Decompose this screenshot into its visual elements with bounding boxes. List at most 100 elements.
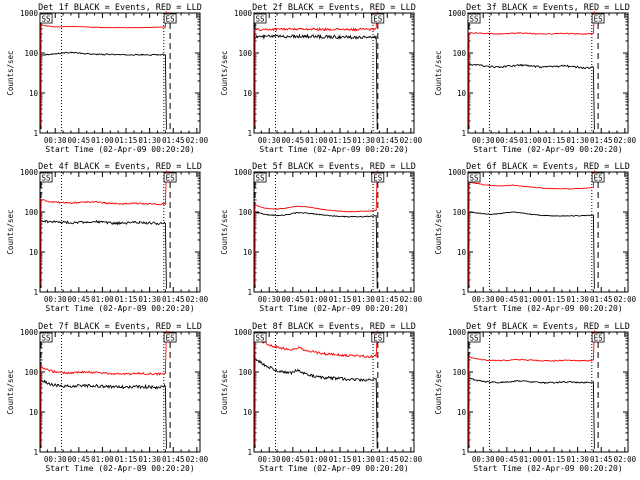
y-tick-label: 1000: [234, 328, 253, 337]
lld-series-line: [254, 330, 378, 445]
x-tick-label: 01:15: [329, 295, 352, 304]
x-tick-label: 01:00: [519, 295, 542, 304]
x-tick-label: 01:30: [352, 136, 375, 145]
event-marker-box: [163, 172, 177, 183]
y-axis-label: Counts/sec: [434, 50, 443, 95]
chart-panel: Det 5f BLACK = Events, RED = LLD 1 10 100 10…: [220, 162, 423, 313]
y-axis-label: Counts/sec: [220, 369, 229, 414]
y-tick-label: 10: [29, 248, 39, 257]
y-tick-label: 100: [24, 368, 38, 377]
x-tick-label: 00:30: [44, 295, 67, 304]
plot-frame: [39, 12, 201, 134]
event-marker-label: ES: [594, 15, 604, 24]
y-tick-label: 100: [24, 208, 38, 217]
event-marker-label: SS: [470, 15, 480, 24]
events-series-line: [40, 219, 167, 289]
y-tick-label: 10: [457, 248, 467, 257]
x-axis-label: Start Time (02-Apr-09 00:20:20): [45, 145, 194, 154]
event-marker-label: SS: [42, 174, 52, 183]
chart-title: Det 4f BLACK = Events, RED = LLD: [38, 162, 202, 172]
chart-title: Det 1f BLACK = Events, RED = LLD: [38, 3, 202, 13]
event-marker-box: [39, 13, 53, 24]
plot-frame: [39, 171, 201, 293]
y-axis-label: Counts/sec: [6, 209, 15, 254]
x-tick-label: 02:00: [186, 136, 209, 145]
chart-panel: Det 8f BLACK = Events, RED = LLD 1 10 100 10…: [220, 322, 423, 473]
x-tick-label: 01:45: [590, 295, 613, 304]
x-tick-label: 02:00: [186, 455, 209, 464]
x-tick-label: 01:00: [519, 455, 542, 464]
y-tick-label: 1: [461, 129, 466, 138]
event-marker-label: ES: [166, 334, 176, 343]
x-tick-label: 01:15: [115, 455, 138, 464]
event-marker-label: ES: [594, 334, 604, 343]
event-marker-label: SS: [470, 334, 480, 343]
y-tick-label: 1: [247, 448, 252, 457]
chart-title: Det 7f BLACK = Events, RED = LLD: [38, 322, 202, 332]
event-marker-box: [467, 332, 481, 343]
y-tick-label: 100: [452, 368, 466, 377]
chart-panel: Det 6f BLACK = Events, RED = LLD 1 10 100 10…: [434, 162, 637, 313]
x-axis-label: Start Time (02-Apr-09 00:20:20): [259, 464, 408, 473]
chart-panel: Det 2f BLACK = Events, RED = LLD 1 10 100 10…: [220, 3, 423, 154]
x-axis-label: Start Time (02-Apr-09 00:20:20): [259, 304, 408, 313]
chart-title: Det 9f BLACK = Events, RED = LLD: [466, 322, 630, 332]
x-tick-label: 00:45: [496, 295, 519, 304]
y-tick-label: 10: [457, 89, 467, 98]
x-tick-label: 00:30: [44, 455, 67, 464]
x-tick-label: 01:45: [162, 295, 185, 304]
x-tick-label: 01:45: [590, 455, 613, 464]
x-tick-label: 01:30: [352, 295, 375, 304]
y-tick-label: 100: [238, 208, 252, 217]
x-tick-label: 00:45: [68, 295, 91, 304]
plot-frame: [467, 171, 629, 293]
x-axis-label: Start Time (02-Apr-09 00:20:20): [259, 145, 408, 154]
lld-series-line: [40, 11, 167, 126]
y-tick-label: 1000: [448, 9, 467, 18]
x-tick-label: 01:00: [91, 136, 114, 145]
y-tick-label: 1000: [20, 168, 39, 177]
chart-title: Det 5f BLACK = Events, RED = LLD: [252, 162, 416, 172]
x-tick-label: 02:00: [614, 455, 637, 464]
chart-title: Det 6f BLACK = Events, RED = LLD: [466, 162, 630, 172]
event-marker-label: SS: [470, 174, 480, 183]
x-axis-label: Start Time (02-Apr-09 00:20:20): [473, 304, 622, 313]
x-tick-label: 00:30: [472, 295, 495, 304]
y-tick-label: 1: [461, 448, 466, 457]
x-tick-label: 02:00: [400, 136, 423, 145]
event-marker-box: [253, 332, 267, 343]
x-tick-label: 00:30: [258, 455, 281, 464]
x-tick-label: 01:00: [519, 136, 542, 145]
y-tick-label: 1000: [448, 328, 467, 337]
x-tick-label: 01:45: [376, 295, 399, 304]
x-tick-label: 01:00: [91, 295, 114, 304]
event-marker-box: [39, 172, 53, 183]
y-tick-label: 1000: [20, 9, 39, 18]
x-tick-label: 02:00: [614, 136, 637, 145]
x-tick-label: 00:45: [282, 295, 305, 304]
event-marker-box: [163, 332, 177, 343]
lld-series-line: [468, 330, 595, 445]
x-tick-label: 00:30: [258, 295, 281, 304]
y-tick-label: 100: [238, 49, 252, 58]
x-tick-label: 02:00: [400, 455, 423, 464]
plot-frame: [467, 331, 629, 453]
events-series-line: [468, 376, 595, 449]
x-tick-label: 02:00: [614, 295, 637, 304]
lld-series-line: [254, 11, 378, 126]
y-tick-label: 1000: [234, 168, 253, 177]
x-tick-label: 00:45: [68, 136, 91, 145]
lld-series-line: [254, 170, 378, 285]
event-marker-label: SS: [256, 174, 266, 183]
x-tick-label: 00:45: [282, 136, 305, 145]
event-marker-label: SS: [42, 15, 52, 24]
y-axis-label: Counts/sec: [220, 50, 229, 95]
x-tick-label: 01:15: [543, 455, 566, 464]
x-tick-label: 01:15: [115, 295, 138, 304]
y-axis-label: Counts/sec: [6, 369, 15, 414]
y-tick-label: 100: [452, 208, 466, 217]
event-marker-label: SS: [256, 334, 266, 343]
event-marker-label: ES: [373, 174, 383, 183]
x-tick-label: 01:00: [305, 455, 328, 464]
